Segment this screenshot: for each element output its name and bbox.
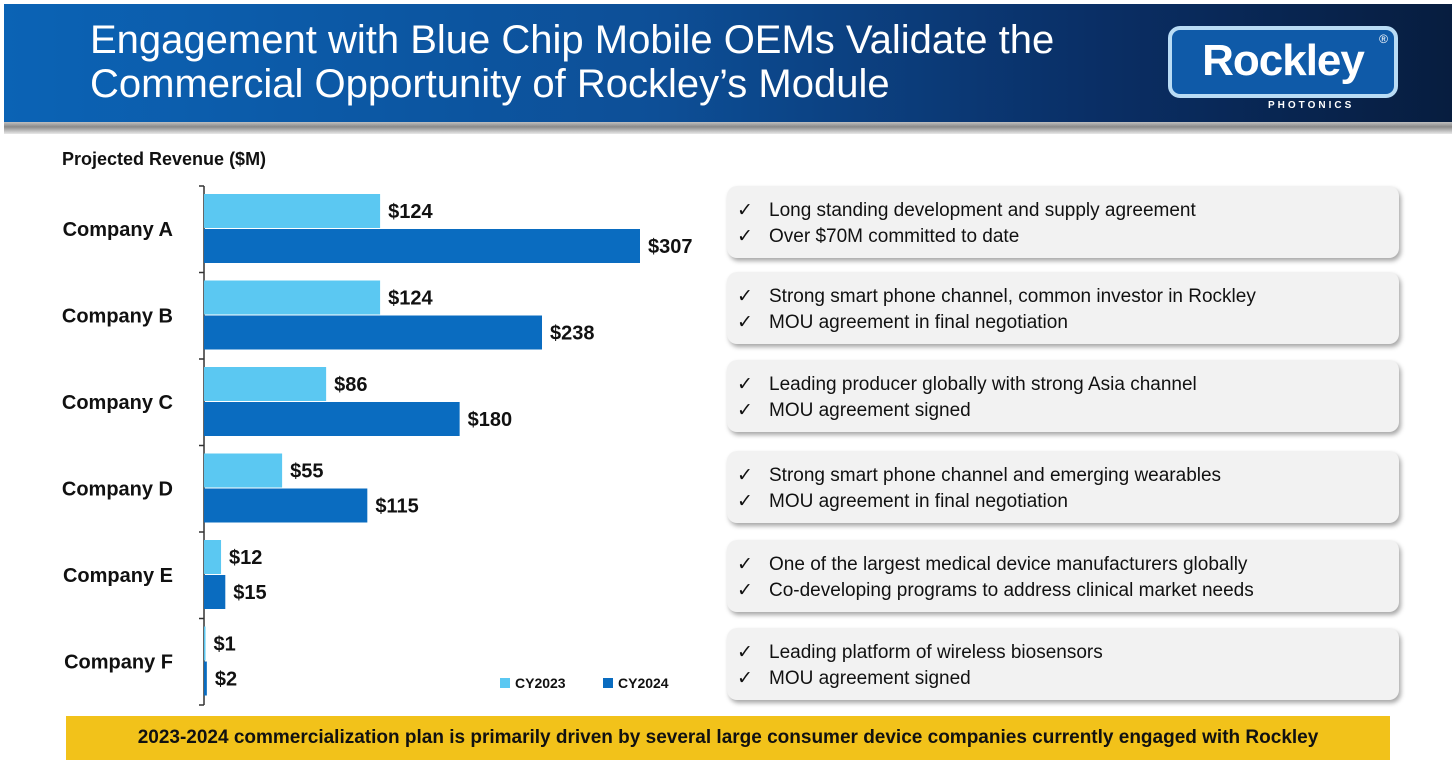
note-line: ✓ Strong smart phone channel, common inve… (737, 284, 1399, 310)
logo-wordmark: Rockley (1202, 36, 1365, 85)
note-text: Leading platform of wireless biosensors (769, 642, 1103, 663)
category-label-company-e: Company E (63, 565, 173, 587)
data-label-cy2024-company-c: $180 (468, 409, 513, 431)
category-label-company-c: Company C (62, 392, 173, 414)
check-icon: ✓ (737, 465, 753, 486)
chart-title: Projected Revenue ($M) (62, 149, 267, 169)
rockley-logo: Rockley ® (1168, 26, 1398, 98)
note-line: ✓ Long standing development and supply ag… (737, 198, 1399, 224)
data-label-cy2024-company-b: $238 (550, 323, 595, 345)
note-line: ✓ MOU agreement signed (737, 398, 1399, 424)
data-label-cy2023-company-a: $124 (388, 201, 433, 223)
bar-cy2023-company-a (204, 194, 381, 228)
bar-cy2023-company-c (204, 367, 327, 401)
summary-banner: 2023-2024 commercialization plan is prim… (66, 716, 1390, 760)
note-box-company-b: ✓ Strong smart phone channel, common inve… (727, 272, 1399, 344)
note-text: MOU agreement signed (769, 400, 971, 421)
note-line: ✓ MOU agreement in final negotiation (737, 310, 1399, 336)
note-box-company-c: ✓ Leading producer globally with strong A… (727, 360, 1399, 432)
category-label-company-d: Company D (62, 479, 173, 501)
note-line: ✓ Co-developing programs to address clini… (737, 578, 1399, 604)
bar-cy2024-company-a (204, 229, 640, 263)
legend-swatch-cy2024 (603, 678, 613, 688)
data-label-cy2023-company-f: $1 (214, 634, 236, 656)
legend-label-cy2023: CY2023 (515, 675, 566, 691)
bar-cy2024-company-c (204, 402, 460, 436)
check-icon: ✓ (737, 286, 753, 307)
data-label-cy2024-company-e: $15 (233, 582, 266, 604)
note-text: Leading producer globally with strong As… (769, 374, 1197, 395)
note-box-company-e: ✓ One of the largest medical device manuf… (727, 540, 1399, 612)
slide-title: Engagement with Blue Chip Mobile OEMs Va… (90, 18, 1140, 106)
legend-label-cy2024: CY2024 (618, 675, 669, 691)
data-label-cy2023-company-c: $86 (334, 374, 367, 396)
data-label-cy2023-company-e: $12 (229, 547, 262, 569)
data-label-cy2023-company-b: $124 (388, 288, 433, 310)
check-icon: ✓ (737, 200, 753, 221)
note-line: ✓ Strong smart phone channel and emerging… (737, 463, 1399, 489)
note-text: MOU agreement signed (769, 668, 971, 689)
data-label-cy2024-company-d: $115 (375, 496, 418, 518)
category-label-company-a: Company A (63, 219, 173, 241)
note-text: Over $70M committed to date (769, 226, 1020, 247)
category-label-company-b: Company B (62, 306, 173, 328)
note-line: ✓ MOU agreement signed (737, 666, 1399, 692)
note-text: Co-developing programs to address clinic… (769, 580, 1254, 601)
check-icon: ✓ (737, 400, 753, 421)
logo-registered-mark: ® (1379, 32, 1388, 46)
note-text: One of the largest medical device manufa… (769, 554, 1248, 575)
category-label-company-f: Company F (64, 652, 173, 674)
bar-cy2024-company-f (204, 661, 207, 696)
check-icon: ✓ (737, 374, 753, 395)
check-icon: ✓ (737, 226, 753, 247)
bar-cy2024-company-d (204, 488, 368, 523)
bar-cy2023-company-b (204, 280, 381, 315)
data-label-cy2024-company-f: $2 (215, 669, 237, 691)
data-label-cy2024-company-a: $307 (648, 236, 693, 258)
revenue-bar-chart: Company A $124 $307 Company B $124 $238 Compan… (62, 185, 693, 706)
bar-cy2024-company-e (204, 575, 226, 609)
check-icon: ✓ (737, 554, 753, 575)
check-icon: ✓ (737, 642, 753, 663)
note-text: Long standing development and supply agr… (769, 200, 1196, 221)
check-icon: ✓ (737, 312, 753, 333)
note-text: MOU agreement in final negotiation (769, 312, 1068, 333)
bar-cy2023-company-d (204, 453, 283, 488)
bar-cy2023-company-e (204, 540, 222, 574)
note-line: ✓ Leading producer globally with strong A… (737, 372, 1399, 398)
check-icon: ✓ (737, 491, 753, 512)
check-icon: ✓ (737, 580, 753, 601)
logo-subtitle: PHOTONICS (1268, 100, 1355, 111)
note-line: ✓ Leading platform of wireless biosensors (737, 640, 1399, 666)
data-label-cy2023-company-d: $55 (290, 461, 323, 483)
note-box-company-d: ✓ Strong smart phone channel and emerging… (727, 451, 1399, 523)
header-divider (4, 122, 1452, 134)
title-line-2: Commercial Opportunity of Rockley’s Modu… (90, 62, 890, 106)
note-text: Strong smart phone channel and emerging … (769, 465, 1222, 486)
note-box-company-f: ✓ Leading platform of wireless biosensors… (727, 628, 1399, 700)
check-icon: ✓ (737, 668, 753, 689)
bar-cy2023-company-f (204, 626, 206, 661)
note-text: MOU agreement in final negotiation (769, 491, 1068, 512)
note-line: ✓ Over $70M committed to date (737, 224, 1399, 250)
note-line: ✓ One of the largest medical device manuf… (737, 552, 1399, 578)
note-box-company-a: ✓ Long standing development and supply ag… (727, 186, 1399, 258)
bar-cy2024-company-b (204, 315, 543, 350)
note-line: ✓ MOU agreement in final negotiation (737, 489, 1399, 515)
note-text: Strong smart phone channel, common inves… (769, 286, 1256, 307)
legend-swatch-cy2023 (500, 678, 510, 688)
title-line-1: Engagement with Blue Chip Mobile OEMs Va… (90, 18, 1055, 62)
